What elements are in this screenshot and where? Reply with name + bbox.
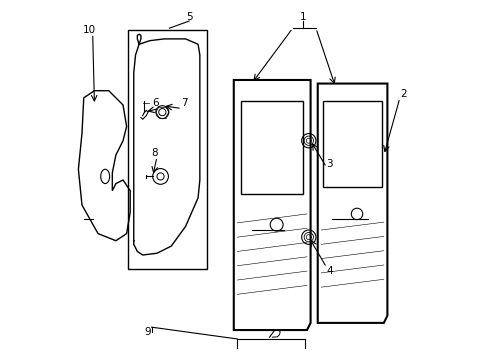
Text: 9: 9 [144, 327, 150, 337]
Text: 5: 5 [185, 13, 192, 22]
Text: 8: 8 [151, 148, 158, 158]
Text: 3: 3 [325, 159, 332, 169]
Text: 10: 10 [82, 25, 96, 35]
Bar [241, 102, 303, 194]
Text: 7: 7 [181, 98, 187, 108]
Text: 2: 2 [399, 89, 406, 99]
Bar [323, 102, 381, 187]
Text: 1: 1 [300, 13, 306, 22]
Text: 6: 6 [152, 98, 159, 108]
Bar [128, 30, 206, 269]
Text: 4: 4 [325, 266, 332, 276]
